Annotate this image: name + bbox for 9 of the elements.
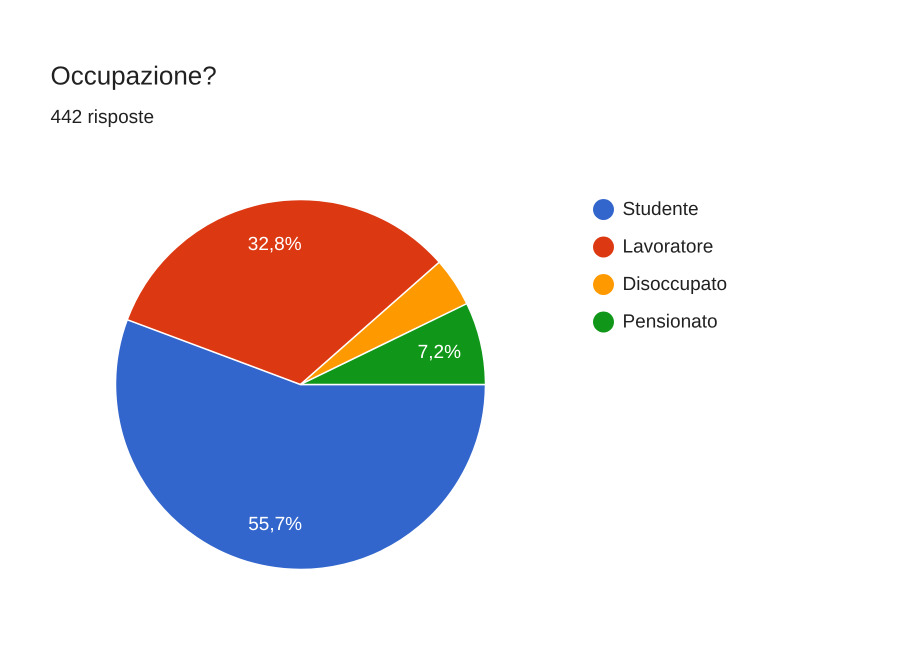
legend-label: Pensionato: [622, 312, 718, 332]
data-label: 55,7%: [248, 514, 302, 536]
legend-label: Studente: [622, 199, 699, 220]
chart-subtitle: 442 risposte: [50, 107, 154, 128]
legend-label: Lavoratore: [622, 236, 714, 258]
data-label: 32,8%: [248, 234, 302, 255]
chart-title: Occupazione?: [50, 60, 217, 90]
data-label: 7,2%: [418, 342, 462, 364]
legend-label: Disoccupato: [622, 274, 728, 295]
